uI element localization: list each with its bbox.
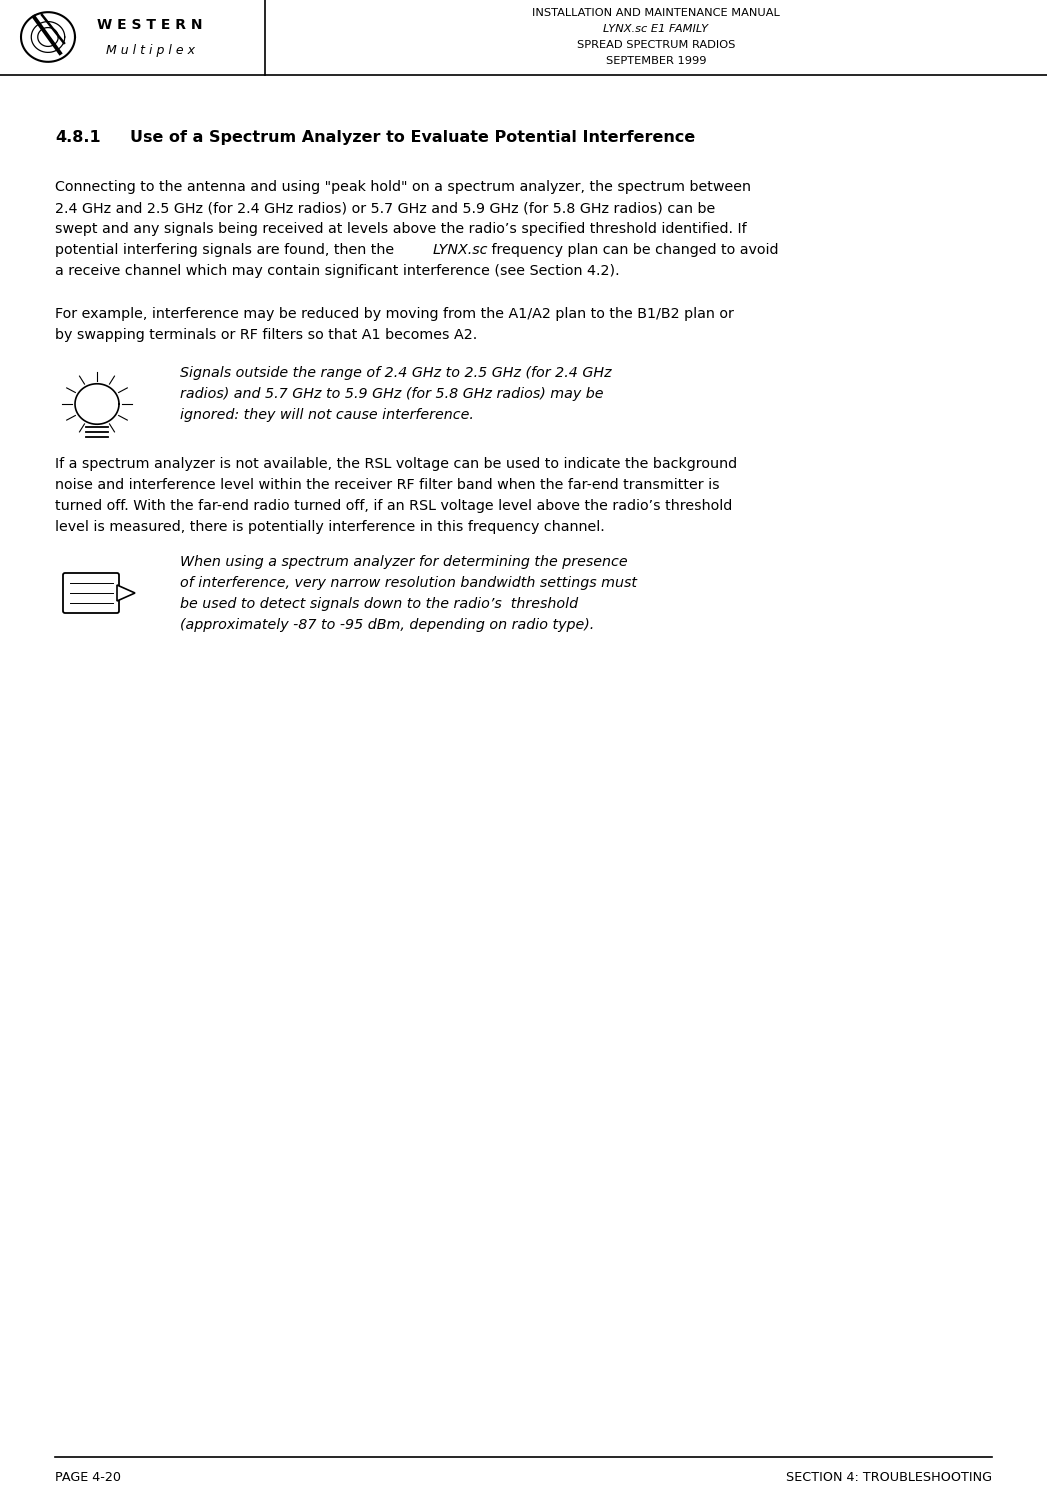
FancyBboxPatch shape bbox=[63, 573, 119, 613]
Text: be used to detect signals down to the radio’s  threshold: be used to detect signals down to the ra… bbox=[180, 597, 578, 610]
Text: noise and interference level within the receiver RF filter band when the far-end: noise and interference level within the … bbox=[55, 479, 719, 492]
Text: radios) and 5.7 GHz to 5.9 GHz (for 5.8 GHz radios) may be: radios) and 5.7 GHz to 5.9 GHz (for 5.8 … bbox=[180, 387, 603, 401]
Text: INSTALLATION AND MAINTENANCE MANUAL: INSTALLATION AND MAINTENANCE MANUAL bbox=[532, 7, 780, 18]
Text: potential interfering signals are found, then the: potential interfering signals are found,… bbox=[55, 242, 399, 257]
Text: SECTION 4: TROUBLESHOOTING: SECTION 4: TROUBLESHOOTING bbox=[786, 1471, 992, 1484]
Text: SPREAD SPECTRUM RADIOS: SPREAD SPECTRUM RADIOS bbox=[577, 40, 735, 49]
Text: W E S T E R N: W E S T E R N bbox=[97, 18, 203, 31]
Text: (approximately -87 to -95 dBm, depending on radio type).: (approximately -87 to -95 dBm, depending… bbox=[180, 618, 595, 631]
Text: ignored: they will not cause interference.: ignored: they will not cause interferenc… bbox=[180, 408, 474, 422]
Text: by swapping terminals or RF filters so that A1 becomes A2.: by swapping terminals or RF filters so t… bbox=[55, 328, 477, 343]
Text: LYNX.sc: LYNX.sc bbox=[433, 242, 489, 257]
Text: 2.4 GHz and 2.5 GHz (for 2.4 GHz radios) or 5.7 GHz and 5.9 GHz (for 5.8 GHz rad: 2.4 GHz and 2.5 GHz (for 2.4 GHz radios)… bbox=[55, 200, 715, 215]
Text: turned off. With the far-end radio turned off, if an RSL voltage level above the: turned off. With the far-end radio turne… bbox=[55, 500, 732, 513]
Text: M u l t i p l e x: M u l t i p l e x bbox=[106, 43, 195, 57]
Text: Signals outside the range of 2.4 GHz to 2.5 GHz (for 2.4 GHz: Signals outside the range of 2.4 GHz to … bbox=[180, 367, 611, 380]
Text: swept and any signals being received at levels above the radio’s specified thres: swept and any signals being received at … bbox=[55, 221, 747, 236]
Text: For example, interference may be reduced by moving from the A1/A2 plan to the B1: For example, interference may be reduced… bbox=[55, 307, 734, 322]
Text: LYNX.sc E1 FAMILY: LYNX.sc E1 FAMILY bbox=[603, 24, 709, 34]
Text: of interference, very narrow resolution bandwidth settings must: of interference, very narrow resolution … bbox=[180, 576, 637, 589]
Text: a receive channel which may contain significant interference (see Section 4.2).: a receive channel which may contain sign… bbox=[55, 263, 620, 278]
Text: Use of a Spectrum Analyzer to Evaluate Potential Interference: Use of a Spectrum Analyzer to Evaluate P… bbox=[130, 130, 695, 145]
Text: level is measured, there is potentially interference in this frequency channel.: level is measured, there is potentially … bbox=[55, 521, 605, 534]
Text: 4.8.1: 4.8.1 bbox=[55, 130, 101, 145]
Text: SEPTEMBER 1999: SEPTEMBER 1999 bbox=[606, 55, 707, 66]
Text: When using a spectrum analyzer for determining the presence: When using a spectrum analyzer for deter… bbox=[180, 555, 627, 568]
Text: PAGE 4-20: PAGE 4-20 bbox=[55, 1471, 121, 1484]
Text: If a spectrum analyzer is not available, the RSL voltage can be used to indicate: If a spectrum analyzer is not available,… bbox=[55, 456, 737, 471]
Text: Connecting to the antenna and using "peak hold" on a spectrum analyzer, the spec: Connecting to the antenna and using "pea… bbox=[55, 180, 751, 194]
Text: frequency plan can be changed to avoid: frequency plan can be changed to avoid bbox=[487, 242, 779, 257]
Polygon shape bbox=[117, 585, 135, 601]
